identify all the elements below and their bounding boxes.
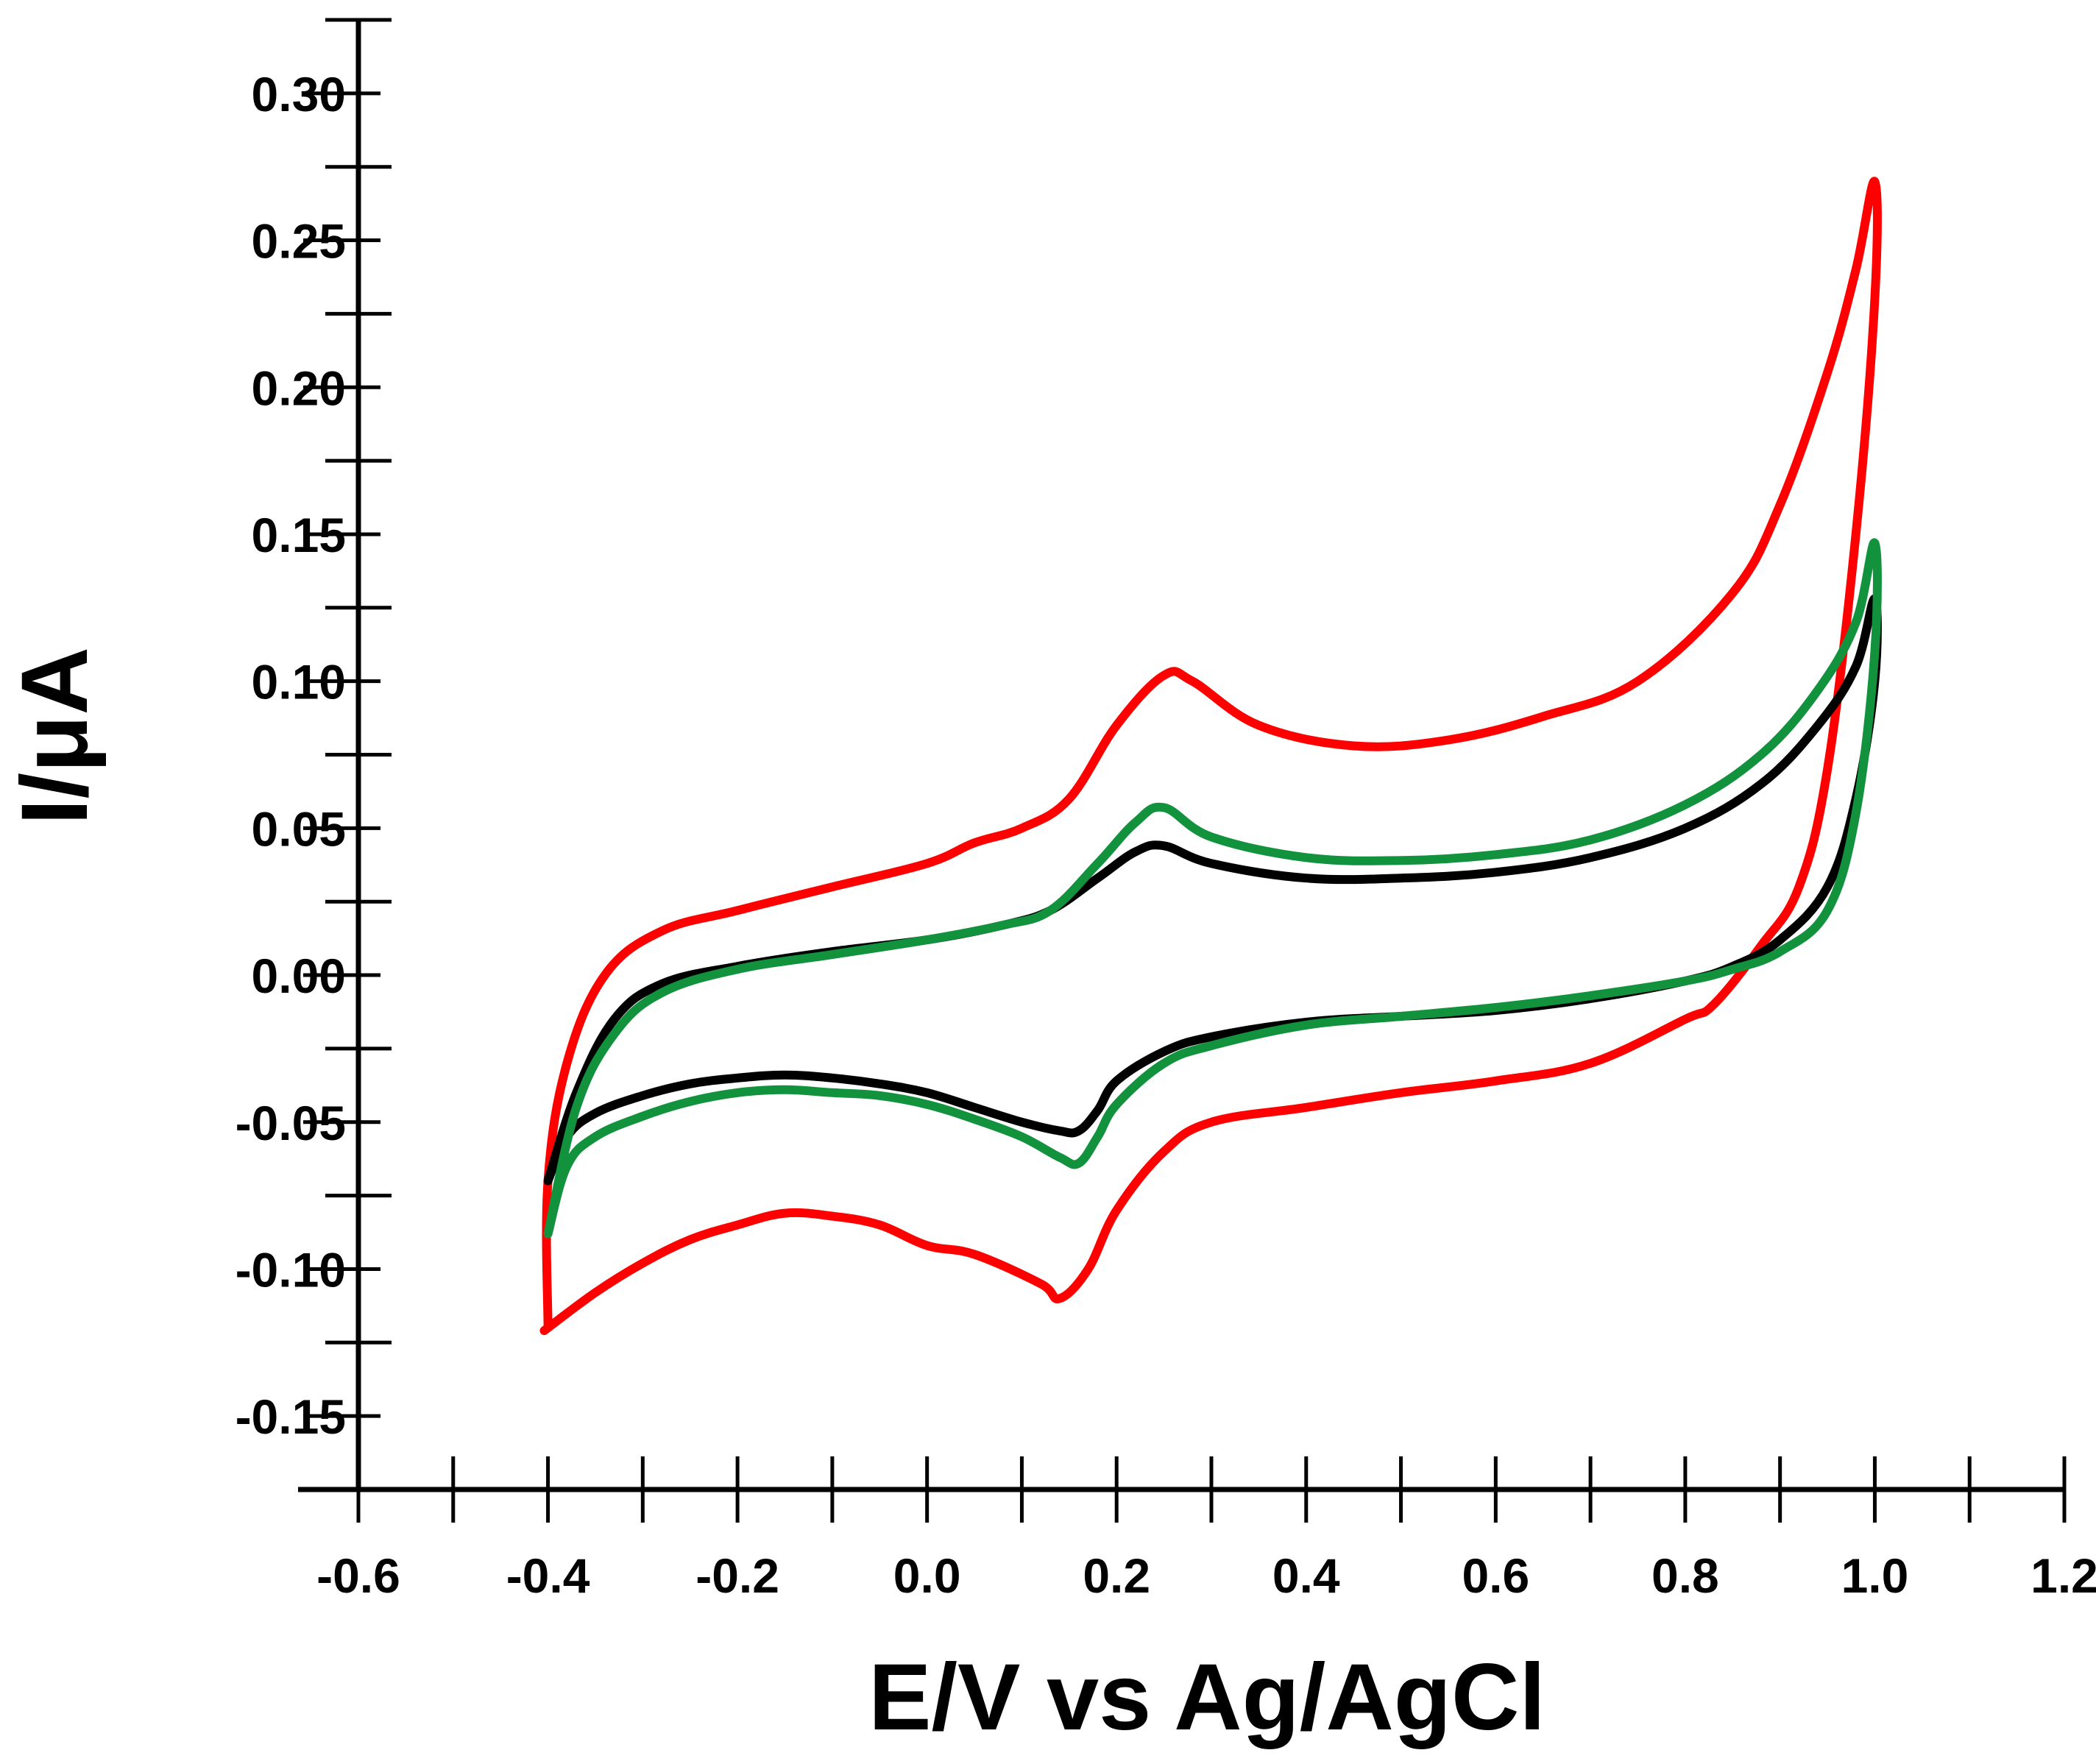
- x-tick-label: 1.2: [2030, 1548, 2096, 1603]
- y-tick-label: -0.05: [236, 1096, 346, 1150]
- y-tick-label: 0.10: [252, 655, 346, 709]
- x-tick-label: 0.4: [1272, 1548, 1340, 1603]
- x-tick-label: -0.4: [506, 1548, 590, 1603]
- x-tick-label: -0.2: [695, 1548, 779, 1603]
- tick-labels: -0.6 -0.4 -0.2 0.0 0.2 0.4 0.6 0.8 1.0 1.2 -0.15 -0…: [236, 67, 2096, 1603]
- x-tick-label: 0.8: [1651, 1548, 1719, 1603]
- y-tick-label: 0.00: [252, 949, 346, 1003]
- x-tick-label: -0.6: [316, 1548, 400, 1603]
- y-tick-label: 0.05: [252, 801, 346, 856]
- x-tick-label: 1.0: [1841, 1548, 1909, 1603]
- y-tick-label: -0.15: [236, 1389, 346, 1444]
- y-tick-label: -0.10: [236, 1242, 346, 1297]
- plot-area: [539, 177, 1882, 1336]
- x-tick-label: 0.6: [1462, 1548, 1529, 1603]
- series-line-3: [543, 538, 1882, 1239]
- y-tick-label: 0.20: [252, 361, 346, 415]
- x-axis-title: E/V vs Ag/AgCl: [868, 1645, 1546, 1750]
- y-tick-label: 0.30: [252, 67, 346, 121]
- y-axis-title: I/μA: [2, 647, 107, 825]
- series-line-1: [539, 177, 1882, 1336]
- x-tick-label: 0.0: [893, 1548, 961, 1603]
- y-tick-label: 0.15: [252, 508, 346, 562]
- y-tick-label: 0.25: [252, 214, 346, 269]
- x-tick-label: 0.2: [1083, 1548, 1150, 1603]
- axes: [298, 18, 2067, 1523]
